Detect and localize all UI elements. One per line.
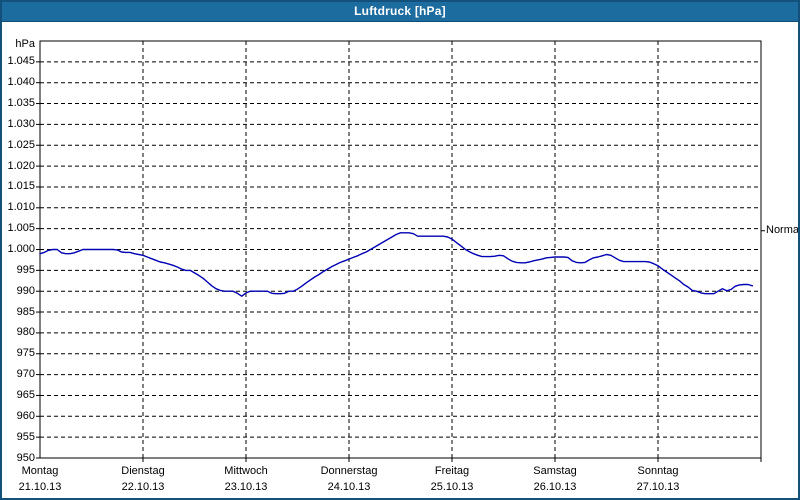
titlebar: Luftdruck [hPa] [0,0,800,22]
y-tick-label: 970 [16,368,35,381]
y-tick-label: 960 [16,409,35,422]
y-tick-label: 1.040 [7,76,35,89]
y-tick-label: 1.005 [7,222,35,235]
x-date-label: 21.10.13 [18,481,62,493]
y-tick-label: 1.030 [7,117,35,130]
y-axis-unit-label: hPa [15,38,35,50]
x-day-label: Mittwoch [224,465,268,477]
x-day-label: Dienstag [121,465,165,477]
x-date-label: 25.10.13 [430,481,474,493]
x-date-label: 23.10.13 [224,481,268,493]
x-date-label: 26.10.13 [533,481,577,493]
y-tick-label: 1.010 [7,201,35,214]
x-day-label: Donnerstag [320,465,378,477]
pressure-line [39,232,754,297]
x-date-label: 24.10.13 [327,481,371,493]
x-day-label: Montag [21,465,59,477]
x-date-label: 22.10.13 [121,481,165,493]
normal-annotation-label: Normal [766,223,800,236]
plot-frame [39,40,762,459]
x-day-label: Samstag [533,465,577,477]
y-tick-label: 1.035 [7,97,35,110]
x-date-label: 27.10.13 [636,481,680,493]
y-tick-label: 975 [16,347,35,360]
y-tick-label: 990 [16,284,35,297]
y-tick-label: 1.000 [7,243,35,255]
y-tick-label: 985 [16,305,35,318]
y-tick-label: 955 [16,430,35,443]
window-title: Luftdruck [hPa] [354,3,446,18]
x-day-label: Sonntag [637,465,679,477]
y-tick-label: 1.020 [7,159,35,172]
y-tick-label: 980 [16,326,35,339]
y-tick-label: 995 [16,263,35,276]
x-day-label: Freitag [434,465,470,477]
y-tick-label: 965 [16,388,35,401]
y-tick-label: 950 [16,451,35,464]
y-tick-label: 1.025 [7,138,35,151]
y-tick-label: 1.045 [7,55,35,68]
y-tick-label: 1.015 [7,180,35,193]
